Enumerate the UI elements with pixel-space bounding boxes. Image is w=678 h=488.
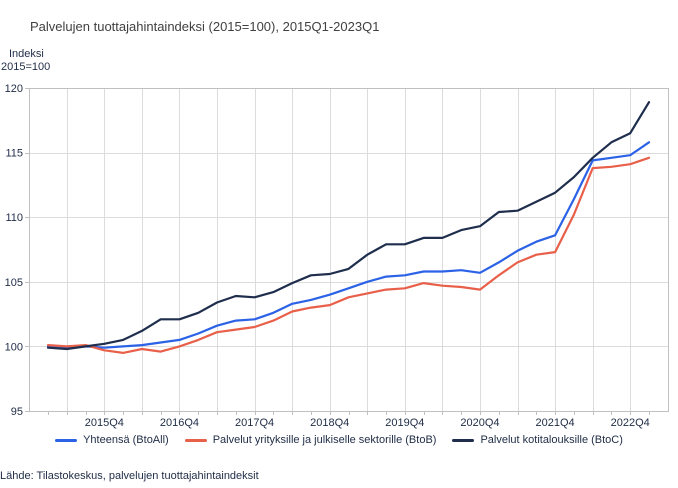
- legend-swatch-btob: [184, 438, 207, 442]
- legend-item-btoc: Palvelut kotitalouksille (BtoC): [452, 434, 623, 446]
- x-tick-label: 2020Q4: [460, 417, 499, 429]
- x-tick-label: 2022Q4: [611, 417, 650, 429]
- x-tick-label: 2021Q4: [536, 417, 575, 429]
- chart-title: Palvelujen tuottajahintaindeksi (2015=10…: [30, 19, 380, 34]
- legend-item-btoall: Yhteensä (BtoAll): [55, 434, 169, 446]
- x-tick-label: 2016Q4: [160, 417, 199, 429]
- x-tick-label: 2018Q4: [310, 417, 349, 429]
- legend-swatch-btoall: [55, 438, 78, 442]
- legend-label-btoc: Palvelut kotitalouksille (BtoC): [480, 434, 623, 446]
- y-tick-label: 100: [5, 341, 23, 353]
- chart-legend: Yhteensä (BtoAll) Palvelut yrityksille j…: [0, 434, 678, 446]
- x-tick-label: 2019Q4: [385, 417, 424, 429]
- y-tick-label: 95: [11, 406, 23, 418]
- legend-swatch-btoc: [452, 438, 475, 442]
- y-axis-unit-label: Indeksi 2015=100: [1, 48, 50, 74]
- legend-label-btoall: Yhteensä (BtoAll): [83, 434, 169, 446]
- y-tick-label: 105: [5, 277, 23, 289]
- x-tick-label: 2015Q4: [85, 417, 124, 429]
- legend-item-btob: Palvelut yrityksille ja julkiselle sekto…: [184, 434, 437, 446]
- legend-label-btob: Palvelut yrityksille ja julkiselle sekto…: [212, 434, 437, 446]
- y-tick-label: 120: [5, 83, 23, 95]
- y-axis-unit-line1: Indeksi: [9, 48, 44, 60]
- y-axis-unit-line2: 2015=100: [1, 61, 51, 73]
- plot-border: [29, 88, 669, 412]
- y-tick-label: 110: [5, 212, 23, 224]
- series-line-yhteens-btoall-: [46, 141, 651, 349]
- series-line-palvelut-yrityksille-ja-julkiselle-sektorille-btob-: [46, 156, 651, 354]
- y-tick-label: 115: [5, 148, 23, 160]
- source-note: Lähde: Tilastokeskus, palvelujen tuottaj…: [0, 470, 259, 482]
- series-line-palvelut-kotitalouksille-btoc-: [46, 101, 651, 351]
- x-tick-label: 2017Q4: [235, 417, 274, 429]
